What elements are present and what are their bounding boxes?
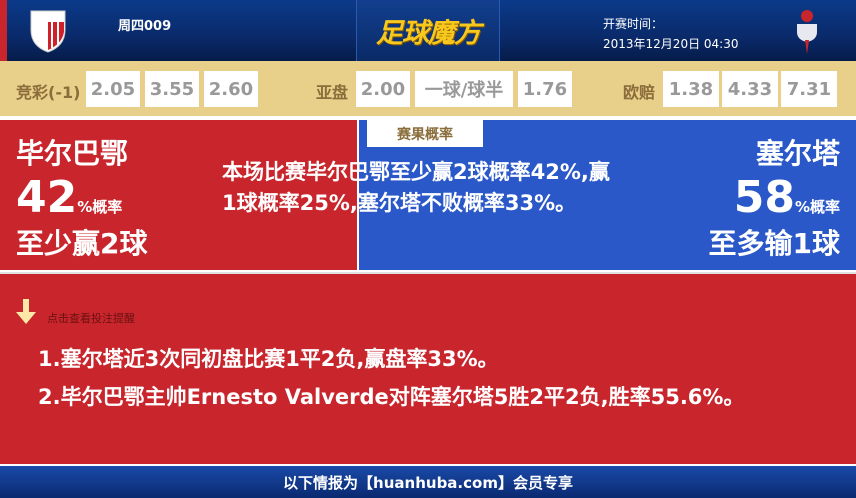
home-team-name: 毕尔巴鄂 xyxy=(16,137,129,170)
tab-result-probability[interactable]: 赛果概率 xyxy=(367,120,483,147)
home-probability: 42%概率 xyxy=(16,172,122,223)
away-pct-suffix: %概率 xyxy=(794,198,840,216)
home-probability-panel: 毕尔巴鄂 42%概率 至少赢2球 xyxy=(0,120,357,270)
jingcai-win: 2.05 xyxy=(86,71,140,107)
asian-handicap: 一球/球半 xyxy=(415,71,513,107)
home-pct-suffix: %概率 xyxy=(77,198,123,216)
kickoff-time: 2013年12月20日 04:30 xyxy=(603,37,739,51)
logo-text: 足球魔方 xyxy=(376,18,481,49)
jingcai-label: 竞彩(-1) xyxy=(16,83,81,102)
asian-label: 亚盘 xyxy=(316,83,349,102)
betting-tips: 点击查看投注提醒 1.塞尔塔近3次同初盘比赛1平2负,赢盘率33%。 2.毕尔巴… xyxy=(0,272,856,464)
arrow-down-icon[interactable] xyxy=(16,299,36,325)
euro-draw: 4.33 xyxy=(722,71,778,107)
home-team-crest-icon xyxy=(30,10,66,53)
logo: 足球魔方 xyxy=(356,0,500,61)
home-result: 至少赢2球 xyxy=(16,227,148,260)
away-result: 至多输1球 xyxy=(708,227,840,260)
kickoff-label: 开赛时间： xyxy=(603,17,664,31)
member-footer[interactable]: 以下情报为【huanhuba.com】会员专享 xyxy=(0,466,856,498)
odds-bar: 竞彩(-1) 2.05 3.55 2.60 亚盘 2.00 一球/球半 1.76… xyxy=(0,61,856,116)
jingcai-draw: 3.55 xyxy=(145,71,199,107)
tip-item: 2.毕尔巴鄂主帅Ernesto Valverde对阵塞尔塔5胜2平2负,胜率55… xyxy=(38,385,745,409)
match-header: 周四009 足球魔方 开赛时间： 2013年12月20日 04:30 xyxy=(0,0,856,61)
away-team-name: 塞尔塔 xyxy=(755,137,840,170)
view-tips-link[interactable]: 点击查看投注提醒 xyxy=(47,312,135,325)
away-team-crest-icon xyxy=(797,10,817,54)
asian-away: 1.76 xyxy=(518,71,572,107)
euro-label: 欧赔 xyxy=(623,83,656,102)
match-number: 周四009 xyxy=(118,19,172,34)
home-pct: 42 xyxy=(16,172,78,223)
away-probability: 58%概率 xyxy=(734,172,840,223)
accent-bar xyxy=(0,0,7,61)
away-pct: 58 xyxy=(733,172,795,223)
asian-home: 2.00 xyxy=(356,71,410,107)
probability-description: 本场比赛毕尔巴鄂至少赢2球概率42%,赢1球概率25%,塞尔塔不败概率33%。 xyxy=(222,160,610,215)
tip-item: 1.塞尔塔近3次同初盘比赛1平2负,赢盘率33%。 xyxy=(38,347,499,371)
kickoff: 开赛时间： 2013年12月20日 04:30 xyxy=(603,14,738,54)
jingcai-loss: 2.60 xyxy=(204,71,258,107)
euro-win: 1.38 xyxy=(663,71,719,107)
euro-loss: 7.31 xyxy=(781,71,837,107)
